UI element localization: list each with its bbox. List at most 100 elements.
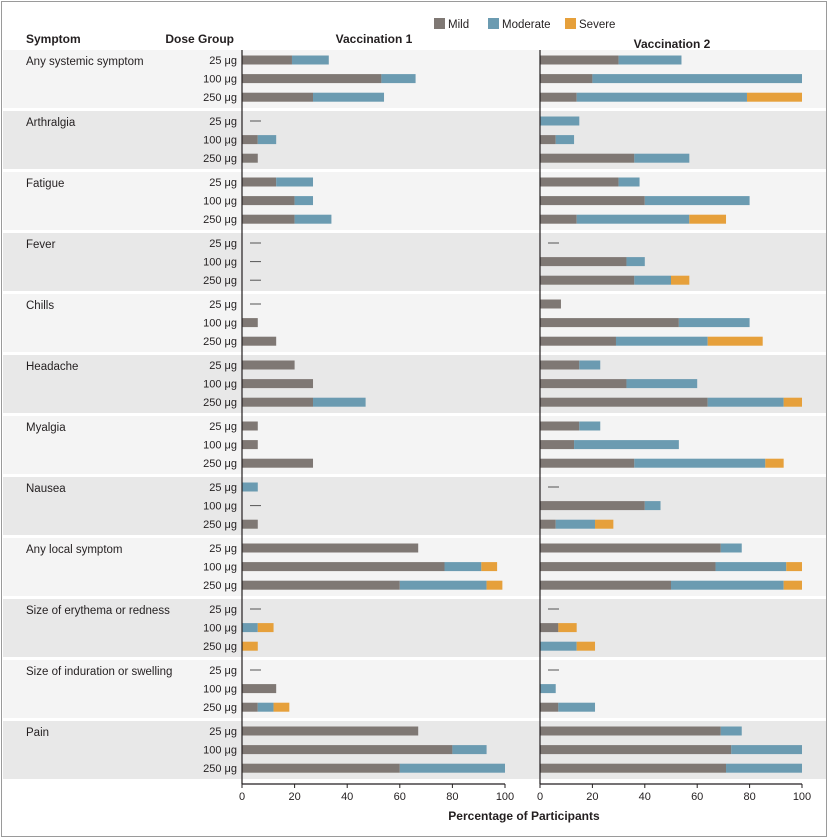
bar-mild-vaccination1-nausea-dose3 (242, 519, 258, 529)
bar-severe-vaccination2-any-systemic-symptom-dose3 (746, 92, 802, 102)
dose-label: 100 μg (203, 440, 237, 452)
x-tick-label: 100 (793, 791, 811, 803)
x-tick-label: 40 (639, 791, 651, 803)
dose-label: 250 μg (203, 702, 237, 714)
bar-mild-vaccination1-any-systemic-symptom-dose2 (242, 74, 382, 84)
bar-moderate-vaccination1-any-local-symptom-dose3 (399, 580, 487, 590)
bar-moderate-vaccination2-headache-dose3 (707, 397, 784, 407)
bar-severe-vaccination2-size-of-erythema-or-redness-dose2 (558, 623, 577, 633)
group-separator (3, 291, 826, 294)
bar-mild-vaccination1-any-local-symptom-dose2 (242, 562, 445, 572)
bar-moderate-vaccination1-pain-dose2 (452, 745, 487, 755)
bar-moderate-vaccination1-any-local-symptom-dose2 (444, 562, 482, 572)
bar-mild-vaccination2-size-of-erythema-or-redness-dose2 (540, 623, 559, 633)
bar-severe-vaccination2-any-local-symptom-dose2 (786, 562, 802, 572)
bar-mild-vaccination1-headache-dose2 (242, 379, 314, 389)
bar-moderate-vaccination1-any-systemic-symptom-dose2 (381, 74, 416, 84)
symptom-label-size-of-erythema-or-redness: Size of erythema or redness (26, 605, 170, 617)
vaccination1-bars (242, 55, 505, 773)
bar-mild-vaccination2-fever-dose2 (540, 257, 627, 267)
bar-moderate-vaccination1-fatigue-dose3 (294, 214, 332, 224)
bar-mild-vaccination1-myalgia-dose1 (242, 421, 258, 431)
vaccination1-panel-title: Vaccination 1 (336, 32, 413, 46)
bar-mild-vaccination2-arthralgia-dose3 (540, 153, 635, 163)
symptom-label-myalgia: Myalgia (26, 422, 66, 434)
x-tick-label: 0 (239, 791, 245, 803)
bar-mild-vaccination2-arthralgia-dose2 (540, 135, 556, 145)
bar-moderate-vaccination2-arthralgia-dose3 (634, 153, 690, 163)
x-tick-label: 100 (496, 791, 514, 803)
bar-moderate-vaccination2-pain-dose2 (731, 745, 802, 755)
bar-moderate-vaccination2-any-local-symptom-dose3 (671, 580, 784, 590)
legend-mild-swatch (434, 18, 445, 29)
bar-severe-vaccination2-fever-dose3 (671, 275, 690, 285)
dose-label: 250 μg (203, 153, 237, 165)
bar-moderate-vaccination2-chills-dose3 (615, 336, 708, 346)
x-tick-label: 20 (288, 791, 300, 803)
dose-label: 250 μg (203, 275, 237, 287)
symptom-label-any-local-symptom: Any local symptom (26, 544, 123, 556)
bar-mild-vaccination1-any-systemic-symptom-dose1 (242, 55, 292, 65)
axes: 0 20 40 60 80 100 0 20 40 60 80 100 (239, 50, 811, 803)
dose-label: 100 μg (203, 318, 237, 330)
dose-group-column-header: Dose Group (165, 32, 234, 46)
dose-label: 25 μg (209, 360, 237, 372)
bar-mild-vaccination2-headache-dose2 (540, 379, 627, 389)
bar-moderate-vaccination2-fever-dose3 (634, 275, 671, 285)
bar-mild-vaccination1-any-local-symptom-dose1 (242, 543, 419, 553)
dose-label: 25 μg (209, 604, 237, 616)
bar-moderate-vaccination2-size-of-induration-or-swelling-dose3 (558, 702, 596, 712)
x-axis-title: Percentage of Participants (448, 809, 600, 823)
bar-mild-vaccination2-myalgia-dose3 (540, 458, 635, 468)
bar-moderate-vaccination1-size-of-erythema-or-redness-dose2 (242, 623, 258, 633)
legend-severe-label: Severe (579, 19, 615, 31)
bar-mild-vaccination2-any-systemic-symptom-dose1 (540, 55, 619, 65)
dose-label: 250 μg (203, 336, 237, 348)
group-separator (3, 108, 826, 111)
symptom-label-fatigue: Fatigue (26, 178, 64, 190)
bar-mild-vaccination2-any-local-symptom-dose3 (540, 580, 671, 590)
bar-moderate-vaccination2-headache-dose2 (626, 379, 698, 389)
bar-moderate-vaccination2-any-systemic-symptom-dose3 (576, 92, 747, 102)
vaccination2-panel-title: Vaccination 2 (634, 37, 711, 51)
bar-moderate-vaccination1-fatigue-dose1 (276, 177, 314, 187)
group-separator (3, 779, 826, 782)
bar-moderate-vaccination2-fatigue-dose1 (618, 177, 640, 187)
bar-mild-vaccination1-pain-dose1 (242, 726, 419, 736)
bar-moderate-vaccination1-any-systemic-symptom-dose1 (291, 55, 329, 65)
dose-label: 250 μg (203, 214, 237, 226)
group-band (3, 660, 826, 718)
bar-moderate-vaccination1-nausea-dose1 (242, 482, 258, 492)
bar-mild-vaccination1-chills-dose2 (242, 318, 258, 328)
dose-label: 250 μg (203, 763, 237, 775)
row-labels: Any systemic symptom 25 μg 100 μg 250 μg Art… (26, 55, 237, 775)
x-tick-label: 40 (341, 791, 353, 803)
dose-label: 250 μg (203, 519, 237, 531)
dose-label: 100 μg (203, 623, 237, 635)
bar-moderate-vaccination1-arthralgia-dose2 (257, 135, 277, 145)
bar-mild-vaccination1-fatigue-dose3 (242, 214, 295, 224)
bar-mild-vaccination1-pain-dose2 (242, 745, 453, 755)
bar-severe-vaccination1-any-local-symptom-dose2 (481, 562, 498, 572)
bar-mild-vaccination2-any-systemic-symptom-dose2 (540, 74, 593, 84)
bar-severe-vaccination1-any-local-symptom-dose3 (486, 580, 503, 590)
bar-mild-vaccination2-any-local-symptom-dose1 (540, 543, 721, 553)
dose-label: 25 μg (209, 55, 237, 67)
legend-severe-swatch (565, 18, 576, 29)
bar-moderate-vaccination2-nausea-dose3 (555, 519, 596, 529)
bar-moderate-vaccination2-headache-dose1 (579, 360, 601, 370)
group-separator (3, 718, 826, 721)
bar-mild-vaccination1-myalgia-dose2 (242, 440, 258, 450)
dose-label: 100 μg (203, 74, 237, 86)
group-separator (3, 535, 826, 538)
bar-mild-vaccination2-size-of-induration-or-swelling-dose3 (540, 702, 559, 712)
group-band (3, 477, 826, 535)
x-tick-label: 60 (691, 791, 703, 803)
bar-moderate-vaccination2-arthralgia-dose1 (540, 116, 580, 126)
bar-mild-vaccination1-pain-dose3 (242, 763, 400, 773)
bar-moderate-vaccination1-fatigue-dose2 (294, 196, 314, 206)
bar-moderate-vaccination2-chills-dose2 (678, 318, 750, 328)
dose-label: 25 μg (209, 299, 237, 311)
